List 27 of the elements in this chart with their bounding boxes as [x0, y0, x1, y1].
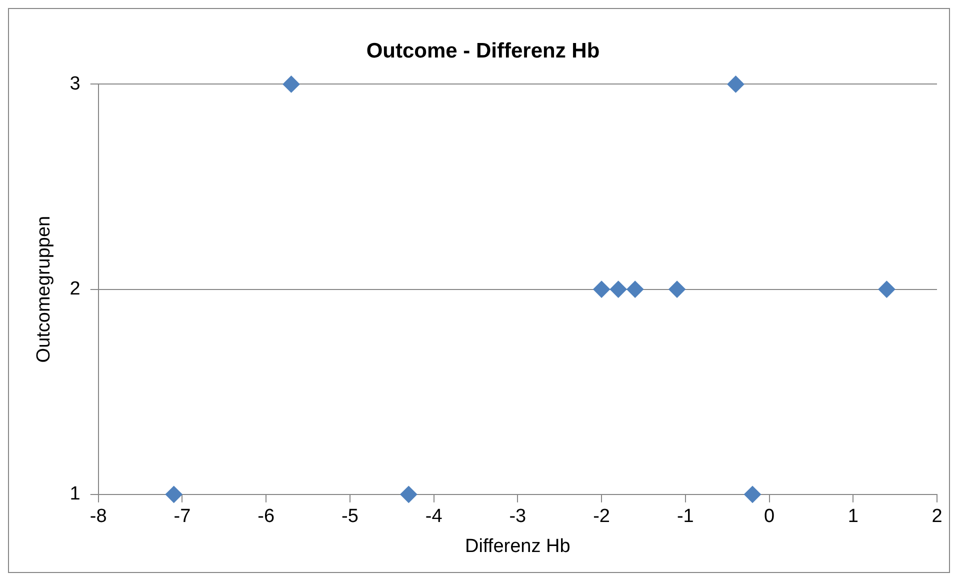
y-axis-title: Outcomegruppen: [34, 216, 55, 363]
x-tick-label: -1: [676, 506, 694, 528]
y-tick-label: 2: [70, 278, 80, 300]
x-tick-label: -5: [342, 506, 358, 528]
x-tick-label: -3: [509, 506, 526, 528]
x-tick-label: -6: [258, 506, 275, 528]
x-tick-label: 1: [848, 506, 858, 528]
point: [626, 280, 644, 298]
x-tick-label: -7: [174, 506, 191, 528]
y-tick-label: 1: [70, 484, 80, 505]
point: [668, 280, 686, 298]
point: [400, 486, 418, 503]
point: [727, 76, 744, 93]
chart-title: Outcome - Differenz Hb: [366, 39, 600, 62]
x-axis-title: Differenz Hb: [465, 536, 570, 557]
x-tick-label: -8: [90, 506, 107, 528]
point: [744, 486, 761, 503]
point: [593, 280, 610, 298]
x-tick-label: 0: [764, 506, 775, 528]
point: [878, 280, 896, 298]
x-tick-label: 2: [932, 506, 942, 528]
x-tick-label: -4: [425, 506, 443, 528]
y-tick-label: 3: [70, 73, 80, 94]
point: [282, 76, 300, 93]
point: [610, 280, 627, 298]
point: [165, 486, 182, 503]
x-tick-label: -2: [593, 506, 610, 528]
